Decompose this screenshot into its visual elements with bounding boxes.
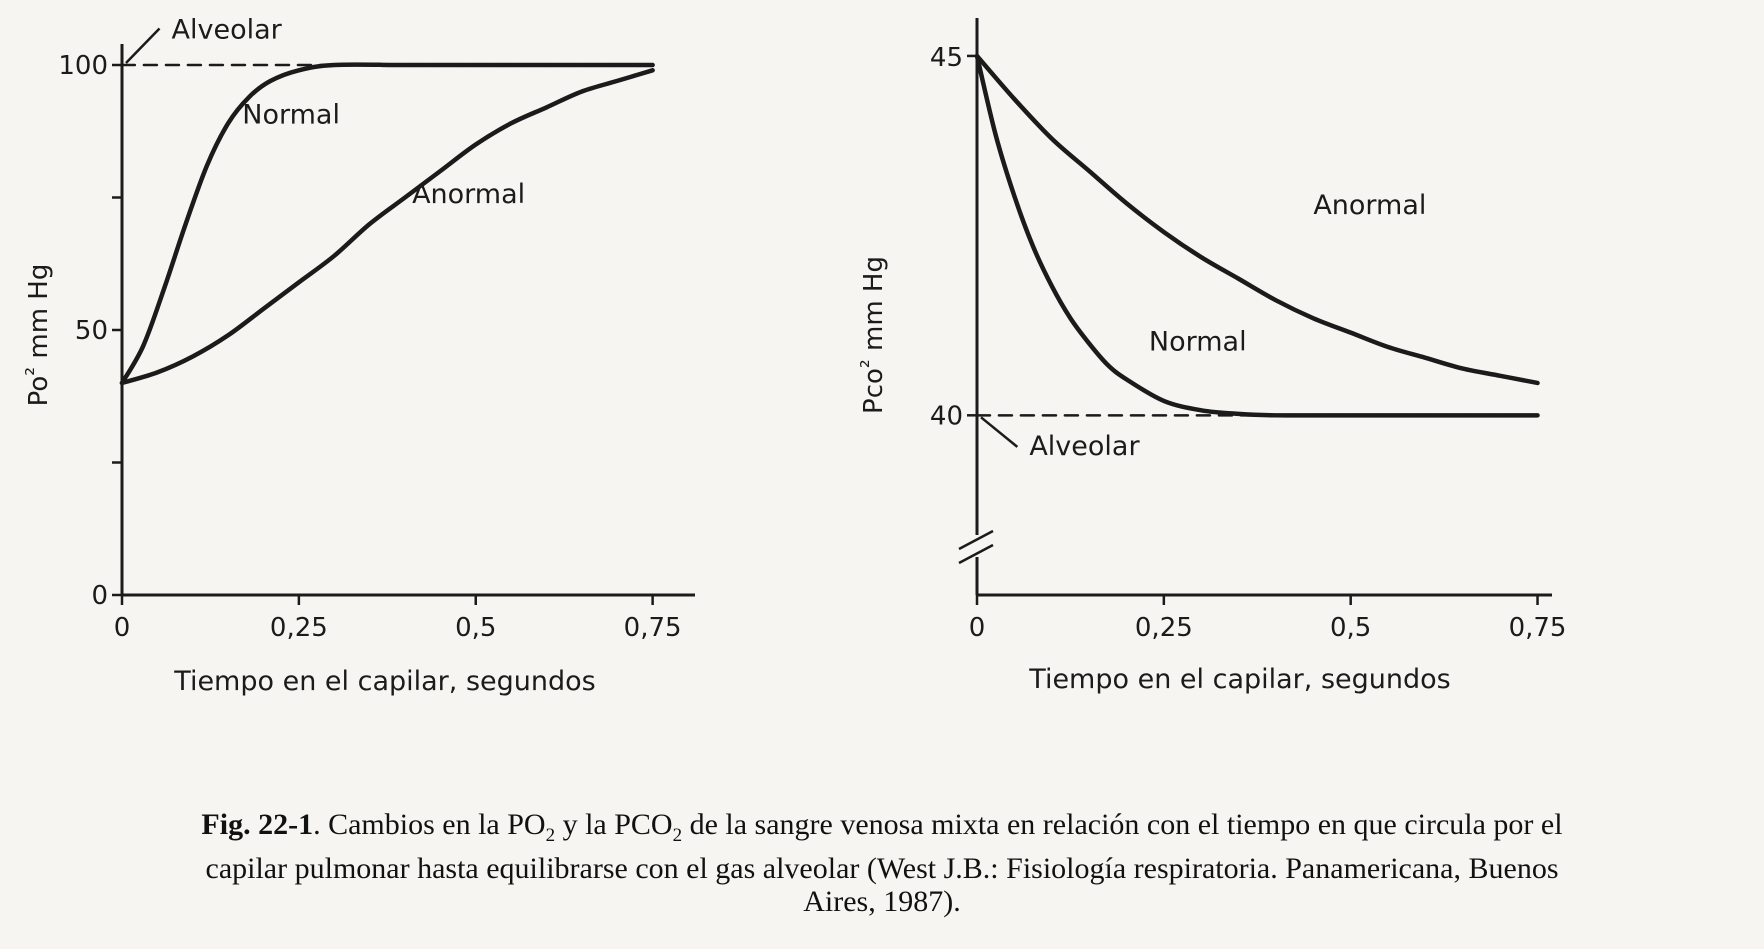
y-axis-label-superscript: ² (857, 359, 882, 368)
y-tick-label: 100 (58, 51, 108, 81)
y-tick-label: 0 (91, 581, 108, 611)
caption-text-3: de la sangre venosa mixta en relación co… (682, 808, 1563, 841)
caption-line-3: Aires, 1987). (803, 885, 961, 918)
y-tick-label: 45 (930, 43, 963, 73)
y-axis-label-main: Po (24, 376, 54, 407)
chart-pco2: 0 0,25 0,5 0,75 40 45 Alveolar Normal Anormal Tie… (857, 18, 1566, 695)
x-tick-label: 0,25 (270, 613, 328, 643)
annotation-alveolar: Alveolar (1029, 431, 1140, 462)
caption-text-1: . Cambios en la PO (313, 808, 546, 841)
series-anormal-line (119, 68, 655, 386)
chart-po2: 0 0,25 0,5 0,75 0 50 100 Alveolar Normal Anormal T… (22, 15, 695, 697)
annotation-anormal: Anormal (1313, 190, 1426, 221)
y-axis-label-main: Pco (859, 368, 889, 414)
y-axis-label-unit: mm Hg (859, 256, 889, 359)
caption-label: Fig. 22-1 (201, 808, 314, 841)
y-tick-label: 40 (930, 401, 963, 431)
y-axis-label: Pco² mm Hg (857, 256, 889, 414)
caption-subscript-co2: 2 (672, 825, 683, 846)
alveolar-leader-line (980, 416, 1019, 448)
annotation-normal: Normal (242, 99, 340, 130)
y-axis-label: Po² mm Hg (22, 264, 54, 407)
x-axis-label: Tiempo en el capilar, segundos (173, 666, 595, 697)
y-axis-label-unit: mm Hg (24, 264, 54, 367)
axis-break-mark (958, 529, 994, 551)
annotation-alveolar: Alveolar (172, 15, 283, 46)
annotation-normal: Normal (1149, 327, 1247, 358)
x-tick-label: 0,5 (1330, 613, 1371, 643)
y-axis-label-superscript: ² (22, 367, 47, 376)
figure: 0 0,25 0,5 0,75 0 50 100 Alveolar Normal Anormal T… (22, 15, 1566, 698)
x-tick-label: 0,75 (624, 613, 682, 643)
x-tick-label: 0 (969, 613, 986, 643)
x-tick-label: 0,5 (455, 613, 496, 643)
y-tick-label: 50 (75, 316, 108, 346)
series-anormal-line (974, 53, 1540, 386)
caption-line-2: capilar pulmonar hasta equilibrarse con … (205, 852, 1559, 885)
annotation-anormal: Anormal (412, 179, 525, 210)
x-tick-label: 0,75 (1509, 613, 1567, 643)
series-normal-line (119, 62, 655, 386)
x-axis-label: Tiempo en el capilar, segundos (1028, 664, 1450, 695)
caption-text-2: y la PCO (555, 808, 673, 841)
axis-break-mark (958, 543, 994, 565)
caption-subscript-o2: 2 (545, 825, 556, 846)
series-normal-line (974, 53, 1540, 418)
figure-caption: Fig. 22-1. Cambios en la PO2 y la PCO2 d… (40, 808, 1724, 918)
alveolar-leader-line (125, 27, 161, 64)
x-tick-label: 0,25 (1135, 613, 1193, 643)
x-tick-label: 0 (114, 613, 131, 643)
